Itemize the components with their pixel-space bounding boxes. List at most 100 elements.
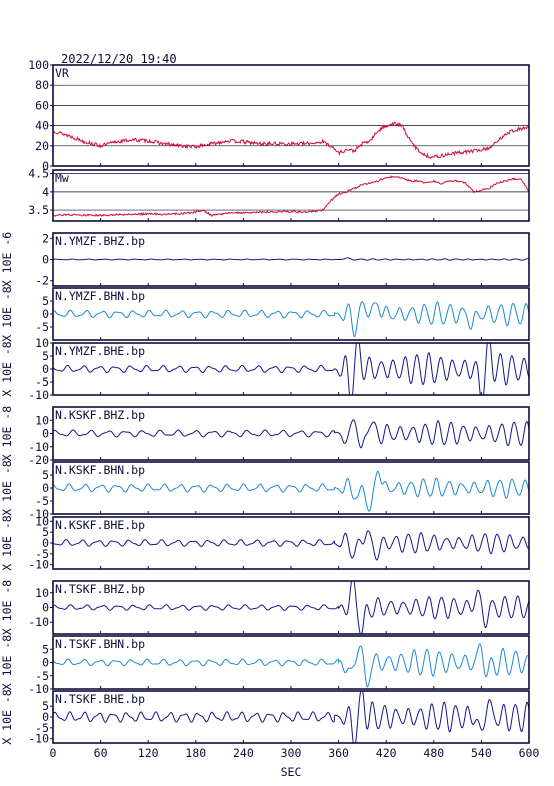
y-tick-label: -5 <box>35 721 49 735</box>
series-label: N.TSKF.BHZ.bp <box>55 582 145 596</box>
series-label: N.KSKF.BHZ.bp <box>55 408 145 422</box>
y-unit-label: X 10E -8 <box>0 460 14 515</box>
waveform-line <box>52 301 530 338</box>
series-line <box>52 175 530 217</box>
plot-area <box>53 65 529 166</box>
y-tick-label: 0 <box>42 601 49 615</box>
plot-area <box>53 581 529 634</box>
y-tick-label: 5 <box>42 642 49 656</box>
y-tick-label: 80 <box>35 78 49 92</box>
panel-n-ymzf-bhz-bp: -2 0 2 X 10E -6 N.YMZF.BHZ.bp <box>0 231 530 288</box>
y-tick-label: -5 <box>35 547 49 561</box>
y-tick-label: -10 <box>28 558 49 572</box>
header-datetime: 2022/12/20 19:40 <box>61 52 177 66</box>
y-tick-label: 5 <box>42 468 49 482</box>
waveform-line <box>52 690 530 744</box>
y-tick-label: 20 <box>35 139 49 153</box>
y-unit-label: X 10E -6 <box>0 232 14 287</box>
y-tick-label: -10 <box>28 732 49 746</box>
y-tick-label: 10 <box>35 413 49 427</box>
y-tick-label: -10 <box>28 615 49 629</box>
series-label: N.KSKF.BHN.bp <box>55 463 145 477</box>
y-tick-label: 5 <box>42 525 49 539</box>
y-tick-label: -2 <box>35 274 49 288</box>
x-tick-label: 540 <box>471 746 492 760</box>
panel-n-ymzf-bhn-bp: -505 X 10E -8 N.YMZF.BHN.bp <box>0 286 530 342</box>
y-tick-label: -20 <box>28 453 49 467</box>
y-tick-label: 0 <box>42 710 49 724</box>
waveform-line <box>52 257 530 261</box>
y-unit-label: X 10E -8 <box>0 689 14 744</box>
waveform-line <box>52 643 530 688</box>
x-tick-label: 240 <box>233 746 254 760</box>
panel-n-tskf-bhn-bp: -10-505 X 10E -8 N.TSKF.BHN.bp <box>0 635 530 696</box>
panel-n-kskf-bhn-bp: -10-505 X 10E -8 N.KSKF.BHN.bp <box>0 460 530 521</box>
y-tick-label: 0 <box>42 159 49 173</box>
plot-area <box>53 636 529 689</box>
waveform-line <box>52 419 530 449</box>
y-unit-label: X 10E -8 <box>0 580 14 635</box>
y-tick-label: 0 <box>42 307 49 321</box>
waveform-line <box>52 342 530 396</box>
y-tick-label: -10 <box>28 388 49 402</box>
y-tick-label: -5 <box>35 494 49 508</box>
y-tick-label: 3.5 <box>28 203 49 217</box>
x-axis-label: SEC <box>281 765 302 779</box>
panel-n-tskf-bhe-bp: -10-505 X 10E -8 N.TSKF.BHE.bp <box>0 689 530 746</box>
waveform-line <box>52 470 530 512</box>
y-tick-label: 40 <box>35 119 49 133</box>
y-tick-label: 0 <box>42 481 49 495</box>
panel-mw: 3.5 4 4.5 Mw <box>28 167 530 222</box>
x-tick-label: 420 <box>376 746 397 760</box>
y-tick-label: 5 <box>42 294 49 308</box>
waveform-line <box>52 530 530 561</box>
x-tick-label: 0 <box>50 746 57 760</box>
x-tick-label: 180 <box>185 746 206 760</box>
series-label: Mw <box>55 171 69 185</box>
y-tick-label: -5 <box>35 669 49 683</box>
y-tick-label: 0 <box>42 536 49 550</box>
x-tick-label: 120 <box>138 746 159 760</box>
x-tick-label: 60 <box>94 746 108 760</box>
y-tick-label: 10 <box>35 514 49 528</box>
y-tick-label: 5 <box>42 349 49 363</box>
y-tick-label: -5 <box>35 320 49 334</box>
y-tick-label: -10 <box>28 440 49 454</box>
x-axis: 0 60 120 180 240 300 360 420 480 540 600 SEC <box>50 746 540 779</box>
y-tick-label: 4 <box>42 185 49 199</box>
series-label: N.YMZF.BHN.bp <box>55 289 145 303</box>
y-tick-label: -5 <box>35 375 49 389</box>
y-tick-label: 0 <box>42 427 49 441</box>
plot-area <box>53 288 529 340</box>
plot-area <box>53 462 529 514</box>
x-tick-label: 360 <box>328 746 349 760</box>
y-tick-label: 0 <box>42 362 49 376</box>
y-tick-label: 0 <box>42 253 49 267</box>
y-unit-label: X 10E -8 <box>0 635 14 690</box>
y-tick-label: 5 <box>42 699 49 713</box>
series-label: N.YMZF.BHZ.bp <box>55 234 145 248</box>
plot-area <box>53 691 529 743</box>
y-unit-label: X 10E -8 <box>0 286 14 341</box>
series-label: N.TSKF.BHE.bp <box>55 692 145 706</box>
y-tick-label: 10 <box>35 586 49 600</box>
y-unit-label: X 10E -8 <box>0 515 14 570</box>
series-label: N.TSKF.BHN.bp <box>55 637 145 651</box>
y-unit-label: X 10E -8 <box>0 341 14 396</box>
series-label: VR <box>55 66 69 80</box>
waveform-line <box>52 580 530 635</box>
y-tick-label: -10 <box>28 682 49 696</box>
x-tick-label: 300 <box>281 746 302 760</box>
x-tick-label: 480 <box>423 746 444 760</box>
y-tick-label: 2 <box>42 231 49 245</box>
y-tick-label: -10 <box>28 507 49 521</box>
y-unit-label: X 10E -8 <box>0 406 14 461</box>
plot-area <box>53 170 529 221</box>
